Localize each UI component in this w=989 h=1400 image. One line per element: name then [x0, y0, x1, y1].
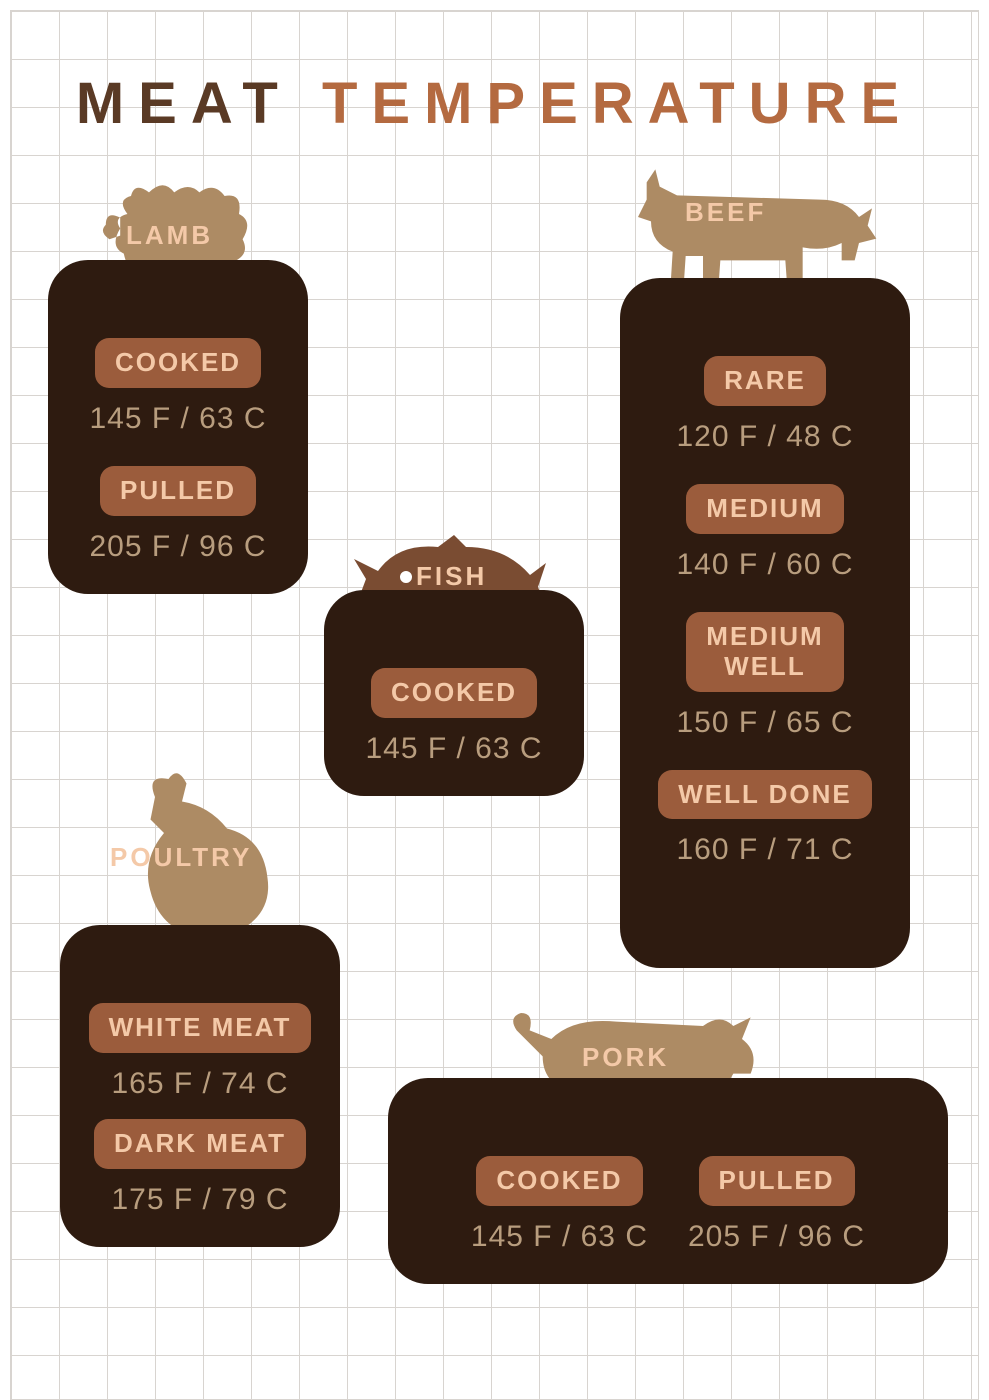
beef-temp-2: 150 F / 65 C [676, 706, 853, 740]
beef-label: BEEF [685, 197, 766, 228]
fish-label: FISH [416, 561, 487, 592]
pork-label: PORK [582, 1042, 669, 1073]
beef-temp-1: 140 F / 60 C [676, 548, 853, 582]
pork-card: COOKED 145 F / 63 C PULLED 205 F / 96 C [388, 1078, 948, 1284]
page-title: MEAT TEMPERATURE [0, 70, 989, 137]
fish-temp-0: 145 F / 63 C [365, 732, 542, 766]
beef-temp-0: 120 F / 48 C [676, 420, 853, 454]
poultry-label: POULTRY [110, 842, 252, 873]
fish-badge-0: COOKED [371, 668, 537, 718]
poultry-card: WHITE MEAT 165 F / 74 C DARK MEAT 175 F … [60, 925, 340, 1247]
pork-badge-1: PULLED [699, 1156, 855, 1206]
beef-badge-1: MEDIUM [686, 484, 843, 534]
poultry-badge-1: DARK MEAT [94, 1119, 306, 1169]
poultry-temp-0: 165 F / 74 C [111, 1067, 288, 1101]
beef-badge-0: RARE [704, 356, 826, 406]
lamb-temp-1: 205 F / 96 C [89, 530, 266, 564]
beef-card: RARE 120 F / 48 C MEDIUM 140 F / 60 C ME… [620, 278, 910, 968]
lamb-badge-0: COOKED [95, 338, 261, 388]
fish-card: COOKED 145 F / 63 C [324, 590, 584, 796]
lamb-temp-0: 145 F / 63 C [89, 402, 266, 436]
poultry-badge-0: WHITE MEAT [89, 1003, 312, 1053]
lamb-badge-1: PULLED [100, 466, 256, 516]
beef-badge-3: WELL DONE [658, 770, 872, 820]
pork-temp-0: 145 F / 63 C [471, 1220, 648, 1254]
pork-temp-1: 205 F / 96 C [688, 1220, 865, 1254]
beef-temp-3: 160 F / 71 C [676, 833, 853, 867]
beef-badge-2: MEDIUM WELL [686, 612, 843, 692]
lamb-card: COOKED 145 F / 63 C PULLED 205 F / 96 C [48, 260, 308, 594]
title-word-2: TEMPERATURE [322, 71, 913, 136]
poultry-temp-1: 175 F / 79 C [111, 1183, 288, 1217]
pork-badge-0: COOKED [476, 1156, 642, 1206]
lamb-label: LAMB [126, 220, 213, 251]
title-word-1: MEAT [76, 71, 292, 136]
